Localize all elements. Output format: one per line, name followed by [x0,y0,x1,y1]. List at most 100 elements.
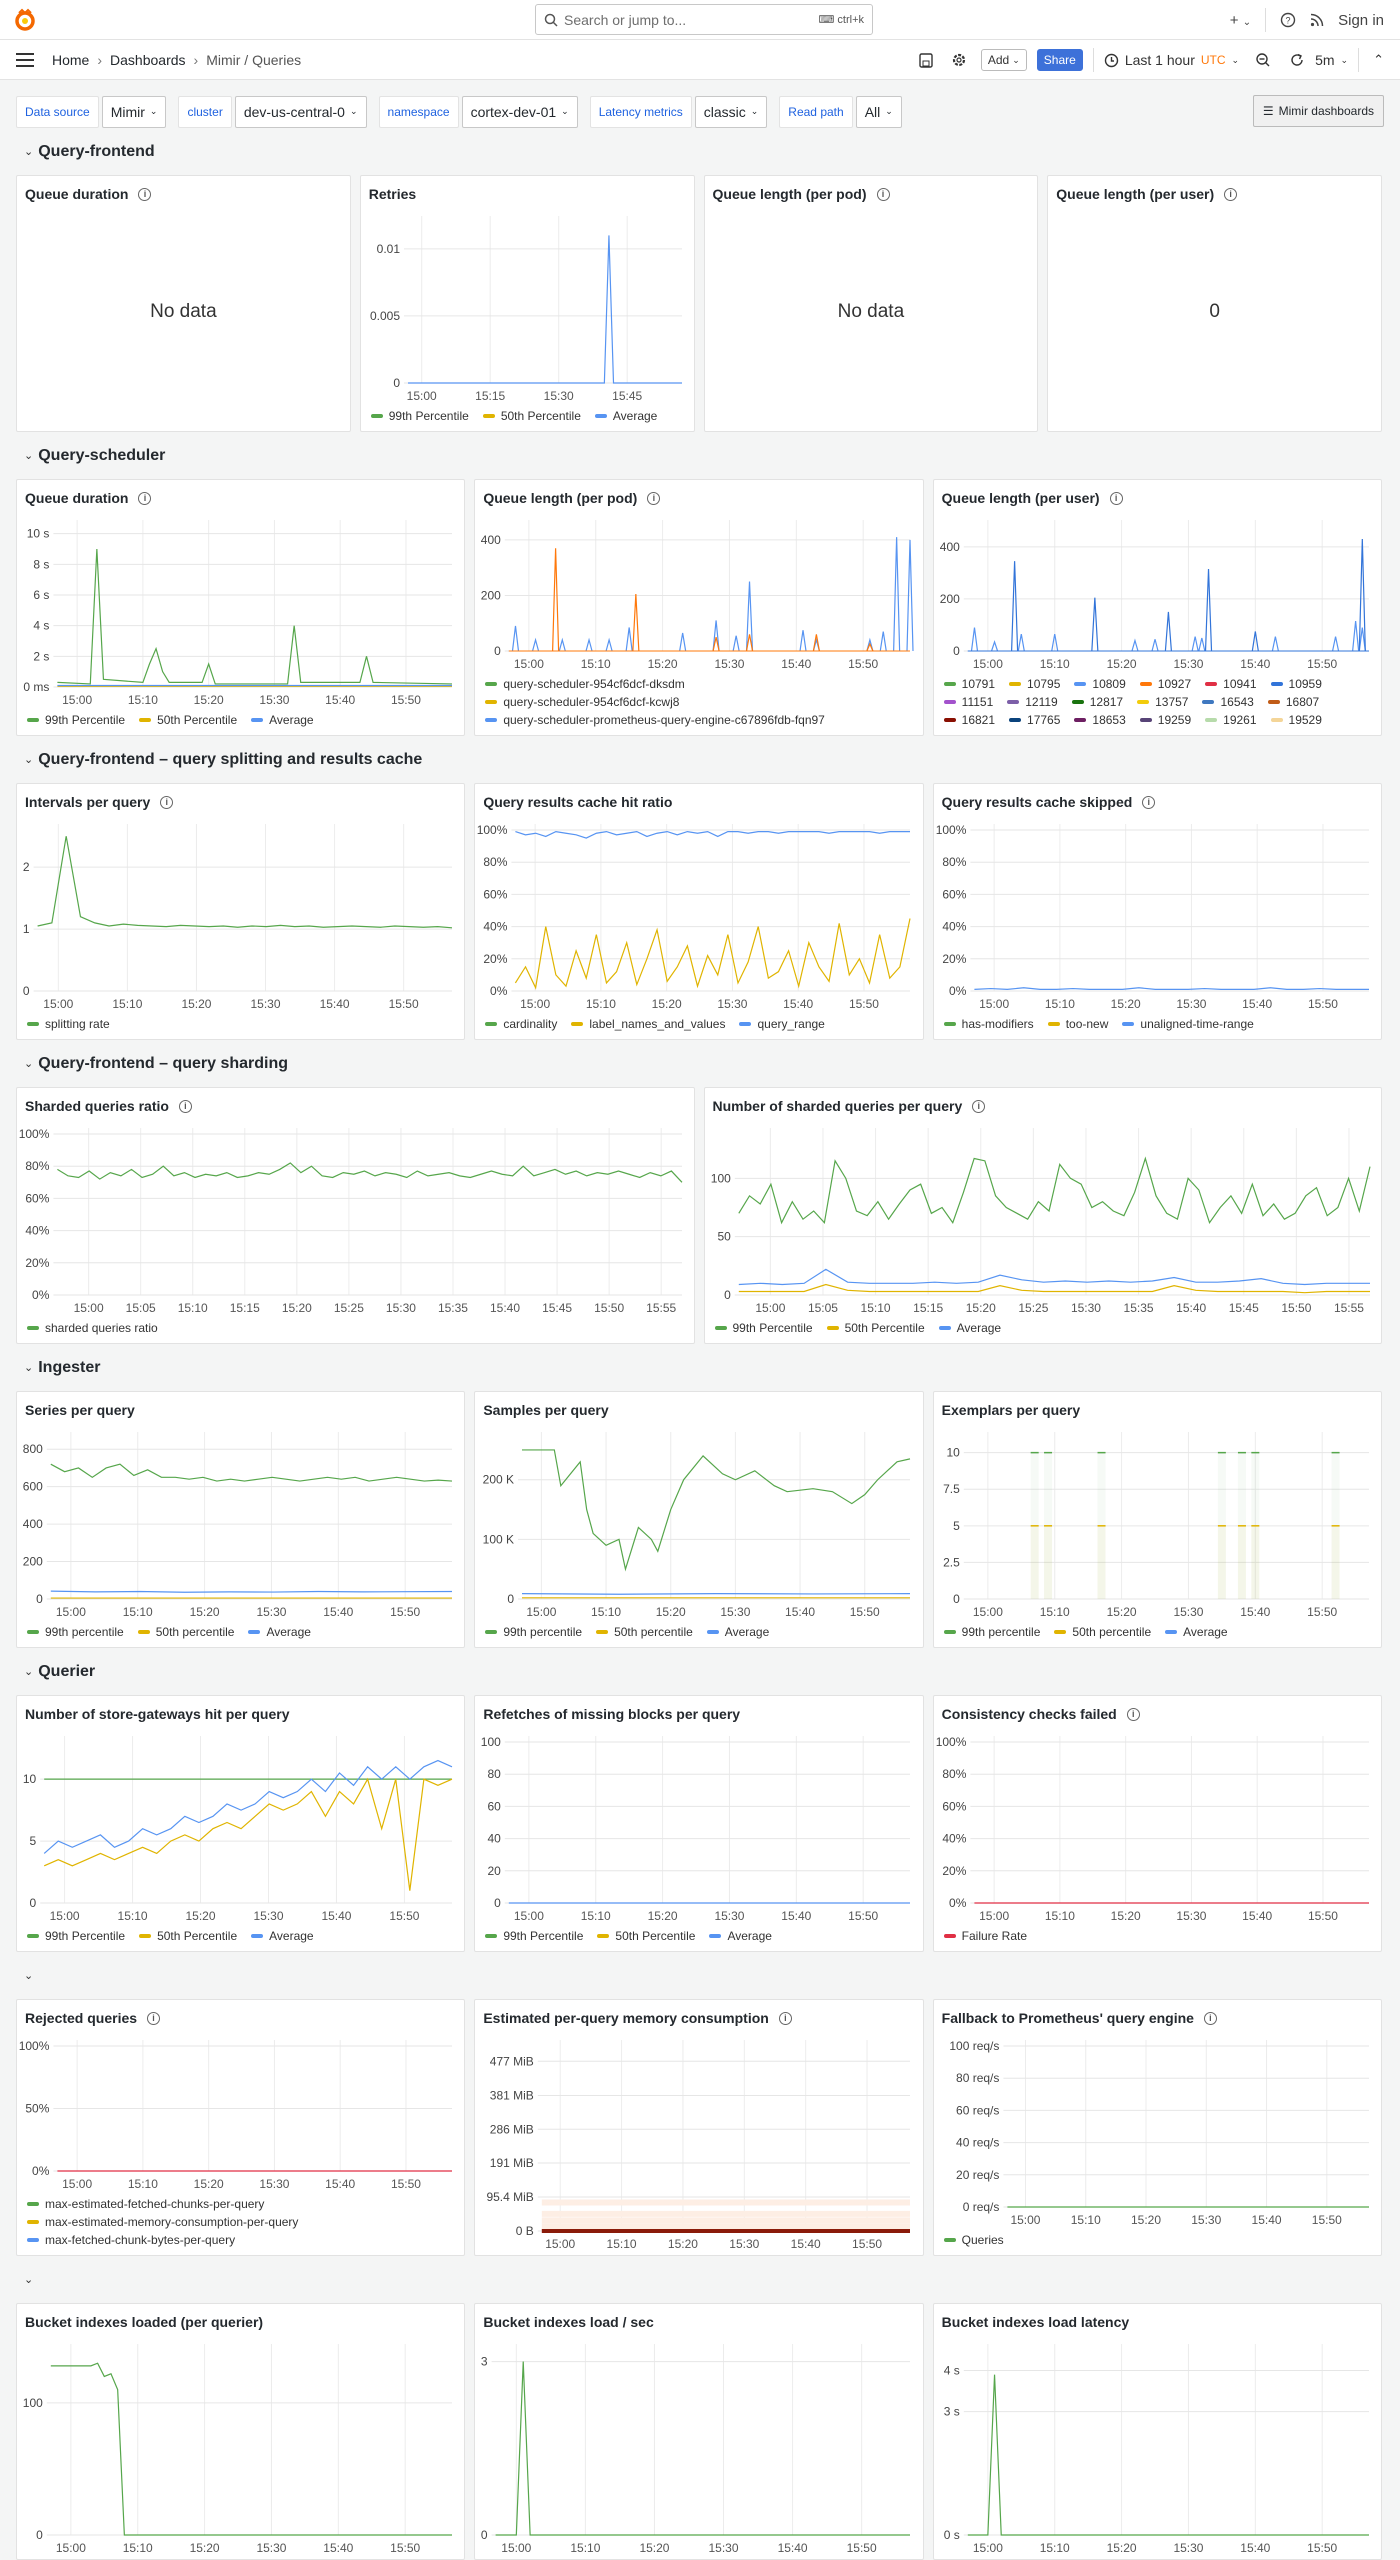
legend-item[interactable]: 12817 [1071,695,1123,709]
search-input[interactable]: Search or jump to... ⌨ ctrl+k [535,4,873,35]
legend-item[interactable]: 19529 [1270,713,1322,727]
legend-item[interactable]: 99th Percentile [27,713,125,727]
breadcrumb-dashboards[interactable]: Dashboards [110,51,186,68]
time-series-chart[interactable]: 15:00 15:10 15:20 15:30 15:40 15:50 0 2.5 5 7.5 10 [934,1428,1381,1623]
row-header[interactable]: ⌄ [0,1952,1400,1999]
panel-header[interactable]: Queue length (per user) i [1048,176,1381,212]
legend-item[interactable]: Average [251,1929,314,1943]
panel-header[interactable]: Estimated per-query memory consumption i [475,2000,922,2036]
time-series-chart[interactable]: 15:00 15:10 15:20 15:30 15:40 15:50 0 20 40 60 80 1… [475,1732,922,1927]
legend-item[interactable]: 17765 [1009,713,1060,727]
panel-header[interactable]: Query results cache skipped i [934,784,1381,820]
row-header[interactable]: ⌄ Querier [0,1648,1400,1695]
new-menu-button[interactable]: + ⌄ [1229,11,1252,29]
panel-header[interactable]: Queue length (per pod) i [475,480,922,516]
legend-item[interactable]: max-fetched-chunk-bytes-per-query [27,2233,454,2247]
time-series-chart[interactable]: 15:00 15:05 15:10 15:15 15:20 15:25 15:30 15:35… [705,1124,1382,1319]
row-header[interactable]: ⌄ Ingester [0,1344,1400,1391]
legend-item[interactable]: query-scheduler-prometheus-query-engine-… [485,713,912,727]
time-series-chart[interactable]: 15:00 15:10 15:20 15:30 15:40 15:50 0 req/s 20 … [934,2036,1381,2231]
panel-header[interactable]: Queue duration i [17,176,350,212]
legend-item[interactable]: query-scheduler-954cf6dcf-kcwj8 [485,695,912,709]
variable-select-latency-metrics[interactable]: classic ⌄ [694,95,768,128]
legend-item[interactable]: 50th Percentile [826,1321,925,1335]
legend-item[interactable]: sharded queries ratio [27,1321,158,1335]
legend-item[interactable]: 12119 [1007,695,1058,709]
info-icon[interactable]: i [876,187,890,201]
add-button[interactable]: Add ⌄ [980,49,1027,71]
legend-item[interactable]: 10791 [943,677,995,691]
panel-header[interactable]: Rejected queries i [17,2000,464,2036]
refresh-icon[interactable] [1289,52,1305,68]
time-series-chart[interactable]: 15:00 15:10 15:20 15:30 15:40 15:50 0 3 [475,2340,922,2559]
legend-item[interactable]: 10809 [1074,677,1126,691]
legend-item[interactable]: 11151 [943,695,993,709]
legend-item[interactable]: 19259 [1139,713,1191,727]
panel-header[interactable]: Number of sharded queries per query i [705,1088,1382,1124]
time-series-chart[interactable]: 15:00 15:10 15:20 15:30 15:40 15:50 0 100 K 200 … [475,1428,922,1623]
refresh-interval-picker[interactable]: 5m ⌄ [1315,52,1348,68]
time-picker[interactable]: Last 1 hour UTC ⌄ [1104,52,1239,68]
panel-header[interactable]: Retries [361,176,694,212]
legend-item[interactable]: 16543 [1202,695,1254,709]
panel-header[interactable]: Bucket indexes load / sec [475,2304,922,2340]
legend-item[interactable]: 99th Percentile [27,1929,125,1943]
chevron-down-icon[interactable]: ⌄ [24,1666,34,1678]
legend-item[interactable]: 16807 [1267,695,1319,709]
time-series-chart[interactable]: 15:00 15:10 15:20 15:30 15:40 15:50 0 100 [17,2340,464,2559]
legend-item[interactable]: 50th Percentile [597,1929,695,1943]
zoom-out-icon[interactable] [1255,52,1271,68]
info-icon[interactable]: i [1203,2011,1217,2025]
rss-icon[interactable] [1310,13,1324,27]
sign-in-link[interactable]: Sign in [1338,11,1384,29]
panel-header[interactable]: Bucket indexes load latency [934,2304,1381,2340]
chevron-down-icon[interactable]: ⌄ [24,146,34,158]
menu-icon[interactable] [16,52,34,67]
chevron-down-icon[interactable]: ⌄ [24,1362,34,1374]
info-icon[interactable]: i [178,1099,192,1113]
time-series-chart[interactable]: 15:00 15:05 15:10 15:15 15:20 15:25 15:30 15:35… [17,1124,694,1319]
collapse-toolbar-button[interactable]: ⌃ [1373,52,1384,67]
chevron-down-icon[interactable]: ⌄ [24,2274,34,2286]
time-series-chart[interactable]: 15:00 15:10 15:20 15:30 15:40 15:50 0% 20% 40% 60… [934,820,1381,1015]
info-icon[interactable]: i [138,491,152,505]
panel-header[interactable]: Queue duration i [17,480,464,516]
legend-item[interactable]: Average [1165,1625,1228,1639]
row-header[interactable]: ⌄ Query-frontend – query sharding [0,1040,1400,1087]
legend-item[interactable]: 99th percentile [485,1625,582,1639]
info-icon[interactable]: i [1224,187,1238,201]
save-icon[interactable] [919,52,933,68]
panel-header[interactable]: Number of store-gateways hit per query [17,1696,464,1732]
time-series-chart[interactable]: 15:00 15:10 15:20 15:30 15:40 15:50 0% 20% 40% 60… [475,820,922,1015]
time-series-chart[interactable]: 15:00 15:10 15:20 15:30 15:40 15:50 0 200 400 [475,516,922,675]
variable-select-read-path[interactable]: All ⌄ [855,95,902,128]
legend-item[interactable]: Queries [943,2233,1004,2247]
variable-select-cluster[interactable]: dev-us-central-0 ⌄ [234,95,367,128]
info-icon[interactable]: i [147,2011,161,2025]
info-icon[interactable]: i [1109,491,1123,505]
info-icon[interactable]: i [972,1099,986,1113]
variable-select-namespace[interactable]: cortex-dev-01 ⌄ [461,95,578,128]
time-series-chart[interactable]: 15:00 15:10 15:20 15:30 15:40 15:50 0% 20% 40% 60… [934,1732,1381,1927]
panel-header[interactable]: Series per query [17,1392,464,1428]
legend-item[interactable]: 99th Percentile [370,409,469,423]
info-icon[interactable]: i [138,187,152,201]
row-header[interactable]: ⌄ [0,2256,1400,2303]
legend-item[interactable]: 50th Percentile [139,713,237,727]
row-header[interactable]: ⌄ Query-frontend – query splitting and re… [0,736,1400,783]
legend-item[interactable]: Average [706,1625,769,1639]
time-series-chart[interactable]: 15:00 15:10 15:20 15:30 15:40 15:50 0 1 2 [17,820,464,1015]
panel-header[interactable]: Queue length (per pod) i [705,176,1038,212]
legend-item[interactable]: 10927 [1139,677,1191,691]
variable-select-data-source[interactable]: Mimir ⌄ [101,95,167,128]
legend-item[interactable]: Average [594,409,657,423]
legend-item[interactable]: max-estimated-memory-consumption-per-que… [27,2215,454,2229]
time-series-chart[interactable]: 15:00 15:10 15:20 15:30 15:40 15:50 0% 50% 100% [17,2036,464,2195]
legend-item[interactable]: splitting rate [27,1017,110,1031]
legend-item[interactable]: 10795 [1009,677,1060,691]
breadcrumb-home[interactable]: Home [52,51,90,68]
legend-item[interactable]: 99th Percentile [714,1321,813,1335]
legend-item[interactable]: 18653 [1074,713,1126,727]
legend-item[interactable]: Average [248,1625,311,1639]
legend-item[interactable]: too-new [1047,1017,1108,1031]
